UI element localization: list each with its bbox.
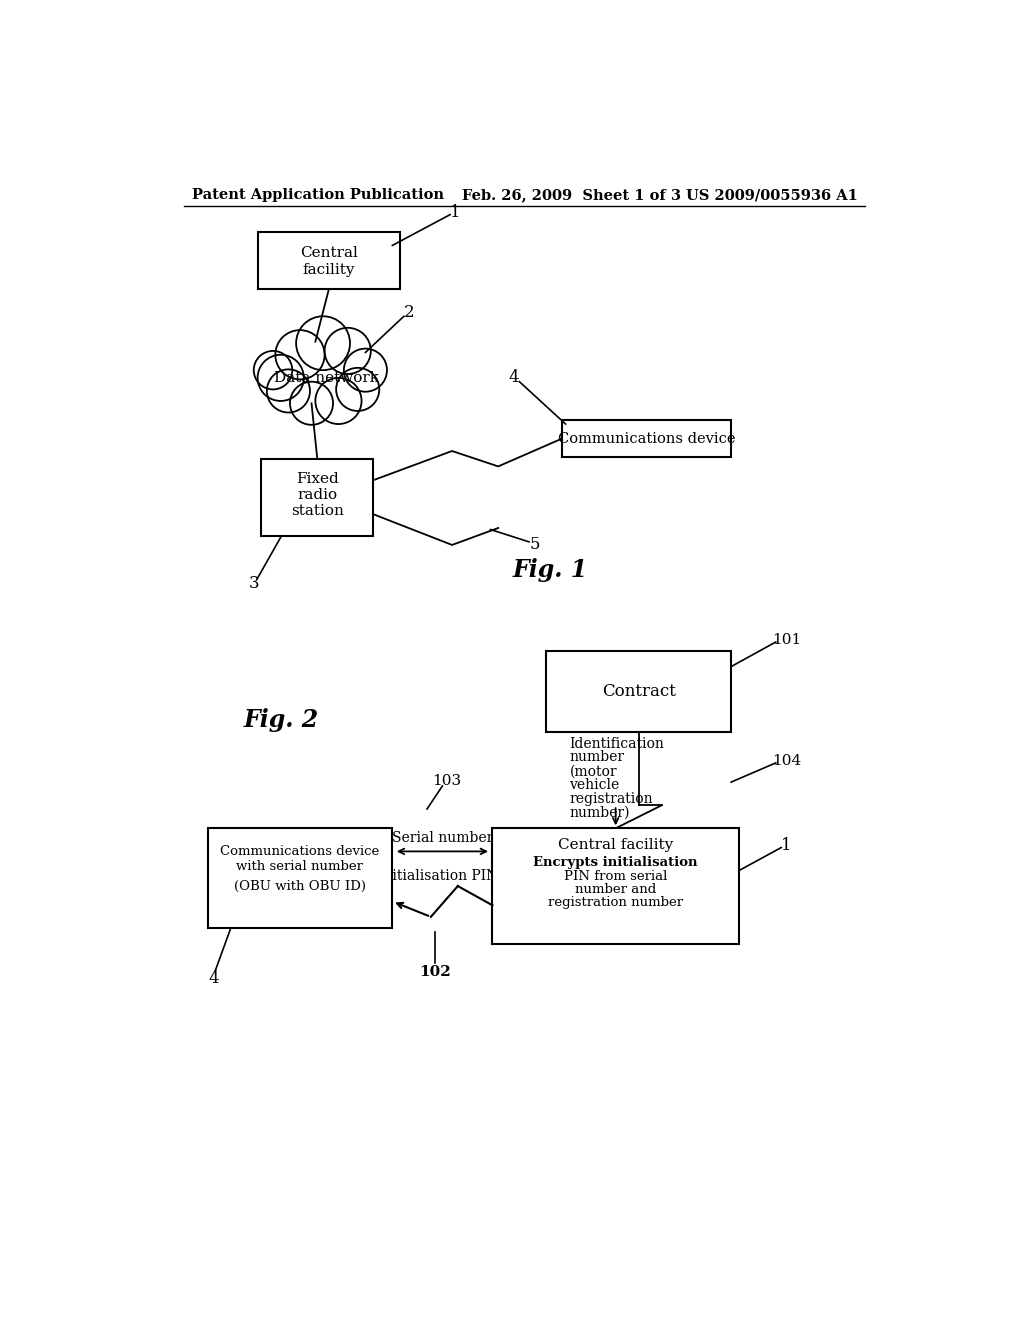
Circle shape (254, 351, 292, 389)
Text: 1: 1 (451, 203, 461, 220)
Text: registration: registration (569, 792, 653, 807)
Text: 102: 102 (419, 965, 451, 979)
Text: Encrypts initialisation: Encrypts initialisation (534, 857, 698, 870)
Text: Initialisation PIN: Initialisation PIN (379, 869, 499, 883)
Text: Serial number: Serial number (392, 830, 494, 845)
Text: station: station (291, 504, 344, 517)
Text: Communications device: Communications device (220, 845, 380, 858)
Bar (547, 651, 731, 733)
Circle shape (344, 348, 387, 392)
Text: 5: 5 (530, 536, 541, 553)
Bar (493, 829, 739, 944)
Text: 3: 3 (249, 576, 259, 591)
Text: Contract: Contract (602, 684, 676, 700)
Text: vehicle: vehicle (569, 779, 620, 792)
Text: Feb. 26, 2009  Sheet 1 of 3: Feb. 26, 2009 Sheet 1 of 3 (462, 189, 681, 202)
Bar (208, 829, 392, 928)
Text: with serial number: with serial number (237, 861, 364, 874)
Text: Communications device: Communications device (558, 432, 735, 446)
Bar (562, 420, 731, 457)
Text: Data network: Data network (274, 371, 380, 385)
Text: Identification: Identification (569, 737, 665, 751)
Circle shape (290, 381, 333, 425)
Text: 103: 103 (432, 774, 461, 788)
Text: Patent Application Publication: Patent Application Publication (193, 189, 444, 202)
Text: 104: 104 (772, 754, 801, 767)
Circle shape (275, 330, 325, 379)
Circle shape (315, 378, 361, 424)
Text: registration number: registration number (548, 896, 683, 908)
Text: 1: 1 (781, 837, 792, 854)
Text: radio: radio (297, 488, 337, 502)
Bar (258, 231, 400, 289)
Text: 2: 2 (404, 304, 415, 321)
Circle shape (325, 327, 371, 374)
Circle shape (258, 355, 304, 401)
Text: (motor: (motor (569, 764, 617, 779)
Text: 101: 101 (772, 632, 801, 647)
Text: (OBU with OBU ID): (OBU with OBU ID) (233, 879, 366, 892)
Text: Central facility: Central facility (558, 838, 674, 853)
Text: number and: number and (575, 883, 656, 896)
Circle shape (296, 317, 350, 370)
Text: number: number (569, 751, 625, 764)
Text: Fig. 2: Fig. 2 (243, 709, 318, 733)
Text: Central: Central (300, 246, 357, 260)
Bar (261, 459, 373, 536)
Circle shape (336, 368, 379, 411)
Circle shape (267, 370, 310, 412)
Text: 4: 4 (509, 368, 519, 385)
Text: Fig. 1: Fig. 1 (513, 558, 588, 582)
Text: number): number) (569, 807, 630, 820)
Text: PIN from serial: PIN from serial (564, 870, 668, 883)
Text: 4: 4 (209, 970, 219, 987)
Text: US 2009/0055936 A1: US 2009/0055936 A1 (685, 189, 857, 202)
Text: facility: facility (302, 263, 355, 277)
Text: Fixed: Fixed (296, 471, 339, 486)
